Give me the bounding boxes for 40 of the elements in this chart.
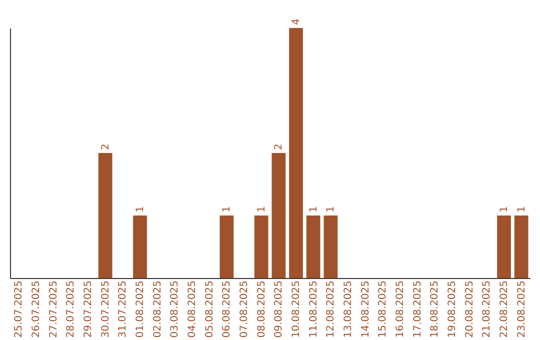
data-label: 2 <box>274 144 285 150</box>
data-label: 1 <box>135 206 146 212</box>
x-tick-label: 27.07.2025 <box>48 280 60 338</box>
x-tick-label: 11.08.2025 <box>308 280 320 338</box>
x-tick-label: 20.08.2025 <box>464 280 476 338</box>
x-tick-label: 01.08.2025 <box>135 280 146 338</box>
x-tick-label: 07.08.2025 <box>239 280 250 338</box>
data-label: 1 <box>308 206 320 212</box>
x-tick-label: 05.08.2025 <box>204 280 216 338</box>
x-tick-label: 22.08.2025 <box>499 280 510 338</box>
data-label: 2 <box>100 144 112 150</box>
x-tick-label: 29.07.2025 <box>83 280 94 338</box>
x-tick-label: 12.08.2025 <box>326 280 337 338</box>
x-tick-label: 16.08.2025 <box>395 280 406 338</box>
x-tick-label: 21.08.2025 <box>482 280 493 338</box>
x-tick-label: 06.08.2025 <box>222 280 233 338</box>
data-label: 1 <box>516 206 528 212</box>
x-tick-label: 30.07.2025 <box>100 280 112 338</box>
x-tick-label: 03.08.2025 <box>170 280 181 338</box>
x-tick-label: 25.07.2025 <box>14 280 25 338</box>
x-tick-label: 15.08.2025 <box>378 280 389 338</box>
x-tick-label: 17.08.2025 <box>412 280 424 338</box>
x-tick-label: 28.07.2025 <box>66 280 77 338</box>
data-label: 1 <box>256 206 268 212</box>
x-tick-label: 14.08.2025 <box>360 280 372 338</box>
data-label: 1 <box>499 206 510 212</box>
x-tick-label: 18.08.2025 <box>430 280 441 338</box>
x-tick-label: 19.08.2025 <box>447 280 458 338</box>
x-tick-label: 02.08.2025 <box>152 280 164 338</box>
x-tick-label: 31.07.2025 <box>118 280 129 338</box>
x-tick-label: 26.07.2025 <box>31 280 42 338</box>
x-tick-label: 09.08.2025 <box>274 280 285 338</box>
data-label: 1 <box>222 206 233 212</box>
data-label: 1 <box>326 206 337 212</box>
x-tick-label: 04.08.2025 <box>187 280 198 338</box>
data-label: 4 <box>291 18 302 25</box>
x-tick-label: 13.08.2025 <box>343 280 354 338</box>
x-tick-label: 10.08.2025 <box>291 280 302 338</box>
x-tick-label: 23.08.2025 <box>516 280 528 338</box>
x-tick-label: 08.08.2025 <box>256 280 268 338</box>
